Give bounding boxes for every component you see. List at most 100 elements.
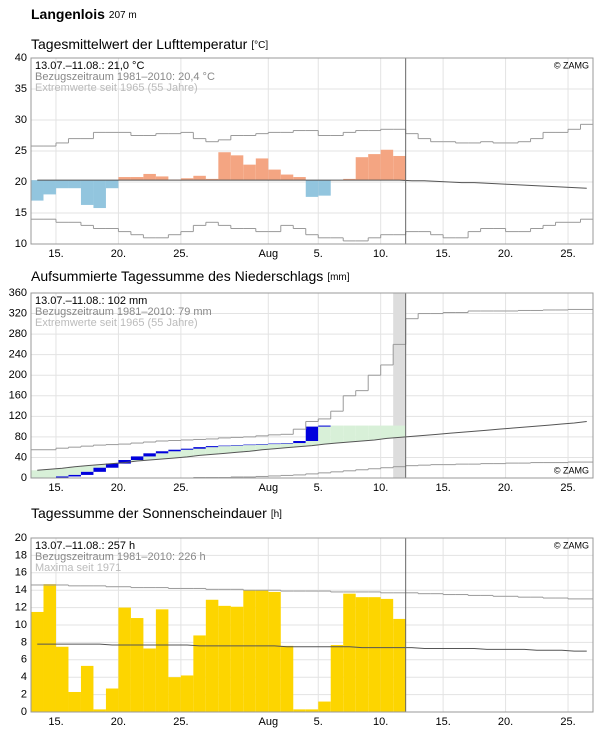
bar <box>393 618 406 712</box>
bar <box>243 164 256 181</box>
bar <box>31 611 44 712</box>
bar <box>230 606 244 712</box>
bar <box>255 158 269 181</box>
x-tick-label: 10. <box>373 248 388 260</box>
bar <box>130 177 144 181</box>
increment <box>143 453 156 457</box>
x-tick-label: 5. <box>314 248 323 260</box>
deviation-area <box>330 425 344 444</box>
increment <box>193 447 206 449</box>
bar <box>218 605 231 712</box>
normal-line <box>37 420 587 471</box>
chart-unit: [h] <box>271 509 282 520</box>
x-tick-label: Aug <box>258 248 278 260</box>
deviation-area <box>218 445 231 454</box>
plot-frame <box>30 292 594 479</box>
y-tick-label: 15 <box>15 207 27 219</box>
bar <box>93 180 106 209</box>
deviation-area <box>293 441 306 447</box>
y-tick-label: 0 <box>21 706 27 718</box>
y-tick-label: 2 <box>21 689 27 701</box>
y-tick-label: 20 <box>15 176 27 188</box>
deviation-area <box>243 444 256 452</box>
bar <box>105 688 119 712</box>
x-tick-label: 15. <box>435 482 450 494</box>
x-tick-label: 15. <box>435 716 450 728</box>
bar <box>280 645 294 712</box>
note: Bezugszeitraum 1981–2010: 79 mm <box>35 306 212 318</box>
note: Bezugszeitraum 1981–2010: 226 h <box>35 551 206 563</box>
bar <box>318 701 331 712</box>
x-tick-label: 5. <box>314 482 323 494</box>
chart-title-text: Aufsummierte Tagessumme des Niederschlag… <box>31 268 323 284</box>
x-tick-label: 25. <box>173 716 188 728</box>
bar <box>180 178 194 181</box>
chart-unit: [mm] <box>327 272 349 283</box>
bar <box>268 169 281 181</box>
bar <box>168 677 181 712</box>
deviation-area <box>31 470 44 478</box>
deviation-area <box>355 425 369 441</box>
bar <box>380 598 394 712</box>
bar <box>393 155 406 181</box>
y-tick-label: 6 <box>21 654 27 666</box>
copyright: © ZAMG <box>554 465 589 475</box>
normal-line <box>37 179 587 189</box>
station-name: Langenlois 207 m <box>31 6 137 22</box>
bar <box>143 173 156 181</box>
chart-unit: [°C] <box>251 40 268 51</box>
bar <box>43 180 56 195</box>
note: Extremwerte seit 1965 (55 Jahre) <box>35 82 198 94</box>
note: Maxima seit 1971 <box>35 562 121 574</box>
y-tick-label: 25 <box>15 145 27 157</box>
chart-title: Tagesmittelwert der Lufttemperatur [°C] <box>31 36 268 52</box>
increment <box>155 451 169 454</box>
y-tick-label: 20 <box>15 532 27 544</box>
increment <box>168 449 181 452</box>
bar <box>280 174 294 181</box>
bar <box>218 152 231 181</box>
y-tick-label: 240 <box>9 349 27 361</box>
increment <box>180 448 194 450</box>
increment <box>293 441 306 444</box>
y-tick-label: 14 <box>15 584 27 596</box>
deviation-area <box>343 425 356 443</box>
x-tick-label: 25. <box>560 716 575 728</box>
y-tick-label: 35 <box>15 83 27 95</box>
increment <box>93 467 106 472</box>
y-tick-label: 320 <box>9 307 27 319</box>
deviation-area <box>93 464 106 468</box>
bar <box>380 149 394 181</box>
bar <box>55 646 69 712</box>
y-tick-label: 200 <box>9 369 27 381</box>
bar <box>68 180 81 189</box>
bar <box>155 609 169 712</box>
y-tick-label: 40 <box>15 52 27 64</box>
chart-title: Aufsummierte Tagessumme des Niederschlag… <box>31 268 350 284</box>
deviation-area <box>380 425 394 439</box>
y-tick-label: 10 <box>15 238 27 250</box>
deviation-area <box>193 447 206 456</box>
plot-area <box>31 293 593 478</box>
bar <box>80 180 94 205</box>
x-tick-label: 20. <box>111 482 126 494</box>
chart-title-text: Tagesmittelwert der Lufttemperatur <box>31 36 248 52</box>
increment <box>318 425 331 427</box>
normal-line <box>37 643 587 652</box>
y-tick-label: 80 <box>15 431 27 443</box>
note: 13.07.–11.08.: 257 h <box>35 540 135 552</box>
x-tick-label: Aug <box>258 482 278 494</box>
increment <box>68 474 81 477</box>
bar <box>143 648 156 712</box>
y-tick-label: 8 <box>21 636 27 648</box>
bar <box>155 176 169 181</box>
copyright: © ZAMG <box>554 540 589 550</box>
y-tick-label: 280 <box>9 328 27 340</box>
deviation-area <box>168 449 181 458</box>
bar <box>318 180 331 196</box>
bar <box>193 635 206 712</box>
deviation-area <box>205 446 219 455</box>
station-title: Langenlois <box>31 6 105 22</box>
y-tick-label: 120 <box>9 410 27 422</box>
y-tick-label: 12 <box>15 602 27 614</box>
